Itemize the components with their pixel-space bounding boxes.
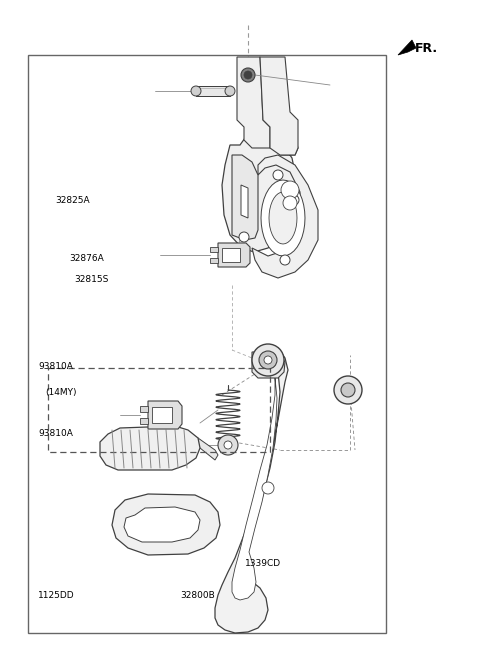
Polygon shape (140, 418, 148, 424)
Circle shape (239, 232, 249, 242)
Polygon shape (112, 494, 220, 555)
Circle shape (281, 181, 299, 199)
Text: (14MY): (14MY) (46, 388, 77, 397)
Polygon shape (140, 406, 148, 412)
Circle shape (218, 435, 238, 455)
Text: 32825A: 32825A (55, 196, 90, 205)
Polygon shape (210, 247, 218, 252)
Circle shape (334, 376, 362, 404)
Text: 32800B: 32800B (180, 591, 215, 600)
Circle shape (264, 356, 272, 364)
Polygon shape (148, 401, 182, 429)
Polygon shape (232, 155, 258, 240)
Polygon shape (398, 40, 416, 55)
Polygon shape (215, 345, 288, 633)
Polygon shape (252, 350, 285, 378)
Circle shape (241, 68, 255, 82)
Circle shape (283, 196, 297, 210)
Polygon shape (261, 180, 305, 256)
Polygon shape (222, 248, 240, 262)
Polygon shape (252, 155, 318, 278)
Polygon shape (152, 407, 172, 423)
Circle shape (252, 344, 284, 376)
Polygon shape (241, 185, 248, 218)
Polygon shape (260, 57, 298, 155)
Polygon shape (222, 130, 298, 252)
Bar (28, 55, 386, 633)
Circle shape (259, 351, 277, 369)
Polygon shape (232, 365, 277, 600)
Polygon shape (210, 258, 218, 263)
Text: 1339CD: 1339CD (245, 559, 281, 568)
Circle shape (225, 86, 235, 96)
Circle shape (273, 170, 283, 180)
Polygon shape (124, 507, 200, 542)
Polygon shape (196, 86, 230, 96)
Text: FR.: FR. (415, 41, 438, 55)
Text: 32815S: 32815S (74, 275, 109, 284)
Polygon shape (269, 192, 297, 244)
Circle shape (224, 441, 232, 449)
Text: 32876A: 32876A (70, 254, 104, 263)
Circle shape (341, 383, 355, 397)
Text: 1125DD: 1125DD (38, 591, 75, 600)
Circle shape (244, 71, 252, 79)
Circle shape (289, 195, 299, 205)
Polygon shape (175, 426, 218, 460)
Circle shape (191, 86, 201, 96)
Text: 93810A: 93810A (38, 362, 73, 371)
Circle shape (280, 255, 290, 265)
Circle shape (262, 482, 274, 494)
Polygon shape (218, 243, 250, 267)
Polygon shape (100, 426, 200, 470)
Text: 93810A: 93810A (38, 429, 73, 438)
Polygon shape (237, 57, 270, 148)
